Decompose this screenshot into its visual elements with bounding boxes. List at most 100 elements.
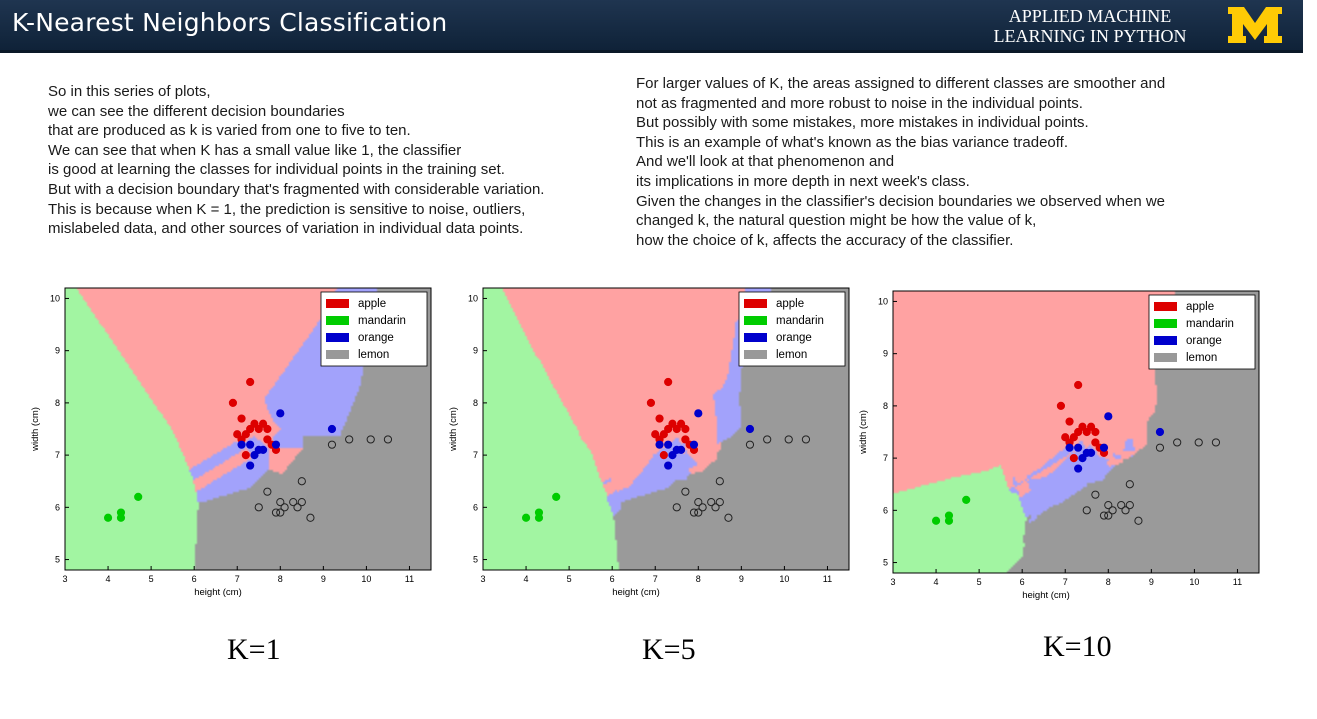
x-tick-label: 11 [405,574,414,584]
lemon-point [715,477,724,486]
lemon-point [297,477,306,486]
x-axis-label: height (cm) [1022,590,1070,601]
lemon-point [1194,438,1203,447]
legend-swatch-orange [1154,336,1177,345]
y-tick-label: 5 [473,555,478,565]
orange-point [1099,443,1109,452]
right-paragraph-line: changed k, the natural question might be… [636,212,1037,230]
y-tick-label: 7 [55,450,60,460]
apple-point [246,424,255,434]
x-tick-label: 9 [321,574,326,584]
legend-label-lemon: lemon [776,349,807,361]
mandarin-point [116,508,126,517]
right-paragraph-line: And we'll look at that phenomenon and [636,153,895,171]
brand-line-2: LEARNING IN PYTHON [993,26,1187,46]
lemon-point [745,440,755,449]
x-tick-label: 5 [977,577,982,587]
knn-plot-k1: 3 4 5 6 7 8 9 10 11 5 6 7 8 9 10 height (cm) width (cm) a… [30,287,432,598]
x-tick-label: 7 [653,574,658,584]
apple-point [1078,422,1087,431]
y-tick-label: 8 [883,401,888,411]
orange-point [664,440,673,449]
lemon-point [724,513,733,522]
legend: apple mandarin orange lemon [738,291,846,367]
mandarin-point [962,495,971,504]
legend-label-apple: apple [358,298,386,310]
header-bar: K-Nearest Neighbors Classification APPLI… [0,0,1303,53]
orange-point [1074,464,1083,473]
lemon-point [1125,480,1134,489]
lemon-point [254,503,263,512]
left-paragraph-line: We can see that when K has a small value… [48,141,462,159]
orange-point [664,461,673,470]
slide-title: K-Nearest Neighbors Classification [12,8,448,37]
apple-point [1056,401,1066,410]
y-tick-label: 7 [473,450,478,460]
lemon-point [1108,506,1117,515]
lemon-point [271,508,281,517]
apple-point [1086,422,1096,431]
y-tick-label: 6 [473,502,478,512]
caption-k10: K=10 [1043,630,1112,663]
lemon-point [681,487,690,496]
apple-point [659,451,668,460]
apple-point [263,435,272,444]
legend-label-apple: apple [1186,301,1214,313]
lemon-point [707,498,716,507]
mandarin-point [552,492,561,501]
apple-point [1091,438,1100,447]
orange-point [745,424,755,434]
caption-k1: K=1 [227,633,281,666]
y-tick-label: 10 [468,293,478,303]
plot-frame [64,287,432,571]
apple-point [651,430,660,439]
right-paragraph-line: Given the changes in the classifier's de… [636,192,1165,210]
plot-frame [892,290,1260,574]
y-tick-label: 8 [55,398,60,408]
legend: apple mandarin orange lemon [320,291,428,367]
apple-point [1074,380,1083,390]
orange-point [250,451,259,460]
left-paragraph-line: This is because when K = 1, the predicti… [48,200,526,218]
apple-point [263,424,272,434]
legend-swatch-apple [744,299,767,308]
apple-point [246,377,255,387]
legend-label-mandarin: mandarin [776,315,824,327]
orange-point [689,440,699,449]
mandarin-point [521,513,531,522]
plot-frame [482,287,850,571]
apple-point [228,398,238,407]
lemon-point [1117,501,1126,510]
orange-point [237,440,246,449]
x-axis-label: height (cm) [194,587,242,598]
orange-point [1078,454,1087,463]
y-tick-label: 7 [883,453,888,463]
apple-point [672,424,681,434]
apple-point [655,414,664,423]
x-tick-label: 11 [823,574,832,584]
orange-point [276,409,285,418]
y-tick-label: 8 [473,398,478,408]
apple-point [1065,417,1074,426]
apple-point [681,424,690,434]
orange-point [1086,448,1096,457]
legend-swatch-lemon [744,350,767,359]
lemon-point [784,435,793,444]
lemon-point [1125,501,1134,510]
x-tick-label: 10 [1189,577,1199,587]
y-tick-label: 9 [55,346,60,356]
y-tick-label: 6 [883,505,888,515]
lemon-point [694,498,703,507]
legend-swatch-lemon [326,350,349,359]
right-paragraph-line: its implications in more depth in next w… [636,172,970,190]
lemon-point [289,498,298,507]
apple-point [241,451,250,460]
orange-point [246,461,255,470]
lemon-point [1104,501,1113,510]
apple-point [646,398,656,407]
left-paragraph-line: So in this series of plots, [48,83,211,100]
right-paragraph-line: This is an example of what's known as th… [636,133,1068,151]
legend-swatch-mandarin [1154,319,1177,328]
lemon-point [1155,443,1165,452]
course-brand: APPLIED MACHINE LEARNING IN PYTHON [965,6,1215,46]
